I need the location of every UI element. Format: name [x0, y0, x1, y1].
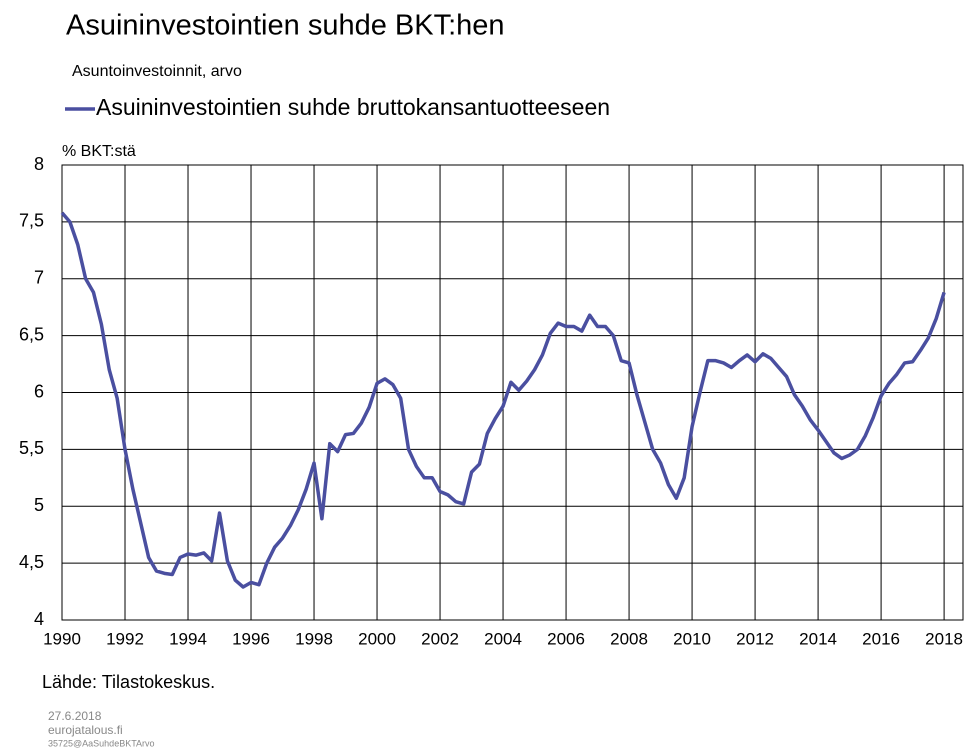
chart-title: Asuininvestointien suhde BKT:hen: [66, 10, 505, 42]
x-tick-label: 2002: [421, 629, 459, 648]
y-tick-label: 6,5: [19, 324, 44, 344]
source: Lähde: Tilastokeskus.: [42, 672, 215, 692]
legend-label: Asuininvestointien suhde bruttokansantuo…: [96, 94, 610, 120]
x-tick-label: 2006: [547, 629, 585, 648]
footer-date: 27.6.2018: [48, 709, 102, 723]
y-tick-label: 4: [34, 609, 44, 629]
footer-site: eurojatalous.fi: [48, 723, 123, 737]
x-tick-label: 2010: [673, 629, 711, 648]
y-tick-label: 7,5: [19, 211, 44, 231]
footer-code: 35725@AaSuhdeBKTArvo: [48, 738, 155, 748]
y-tick-label: 7: [34, 268, 44, 288]
x-tick-label: 1994: [169, 629, 207, 648]
y-axis-label: % BKT:stä: [62, 143, 136, 160]
x-tick-label: 2004: [484, 629, 522, 648]
y-tick-label: 8: [34, 154, 44, 174]
y-tick-label: 6: [34, 381, 44, 401]
data-line: [60, 211, 946, 589]
y-tick-label: 5,5: [19, 438, 44, 458]
x-tick-label: 2014: [799, 629, 837, 648]
x-tick-label: 1998: [295, 629, 333, 648]
x-tick-label: 1996: [232, 629, 270, 648]
x-tick-label: 2000: [358, 629, 396, 648]
y-tick-label: 4,5: [19, 552, 44, 572]
plot-frame: [61, 164, 964, 621]
x-tick-label: 2018: [925, 629, 963, 648]
x-tick-label: 2008: [610, 629, 648, 648]
y-tick-label: 5: [34, 495, 44, 515]
x-tick-label: 2012: [736, 629, 774, 648]
x-tick-label: 1990: [43, 629, 81, 648]
x-tick-label: 2016: [862, 629, 900, 648]
chart-subtitle: Asuntoinvestoinnit, arvo: [72, 63, 242, 80]
x-tick-label: 1992: [106, 629, 144, 648]
